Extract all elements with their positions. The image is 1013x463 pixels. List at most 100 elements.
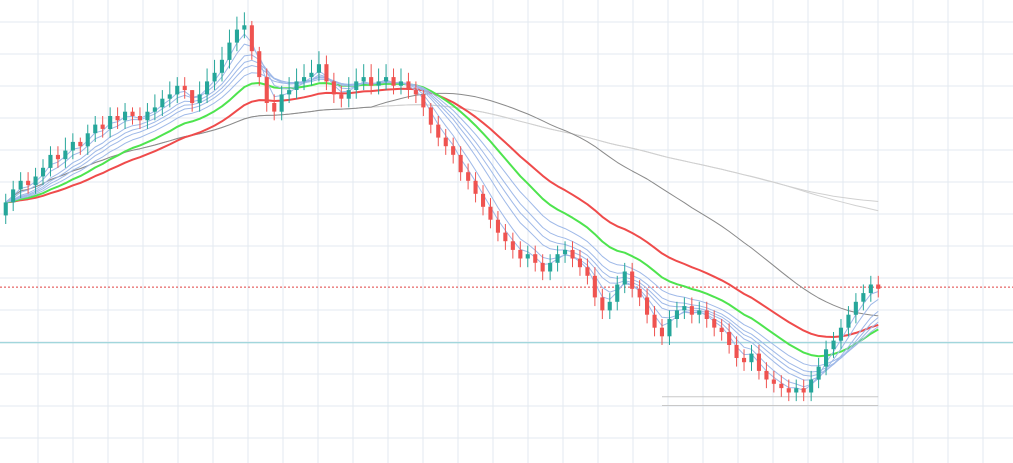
- candle-down: [428, 107, 433, 125]
- candle-up: [816, 366, 821, 380]
- candle-up: [809, 379, 814, 393]
- candle-down: [585, 267, 590, 276]
- candle-up: [794, 388, 799, 393]
- candles: [3, 12, 881, 402]
- candle-up: [63, 150, 68, 160]
- candle-down: [339, 94, 344, 99]
- candle-up: [279, 94, 284, 112]
- candle-up: [548, 262, 553, 272]
- candle-up: [227, 42, 232, 60]
- candle-down: [727, 332, 732, 345]
- candle-up: [667, 319, 672, 337]
- candle-up: [152, 107, 157, 112]
- candle-up: [294, 81, 299, 90]
- candle-down: [257, 51, 262, 78]
- candle-up: [18, 180, 23, 190]
- candle-down: [533, 254, 538, 263]
- candle-up: [838, 327, 843, 341]
- candle-down: [771, 379, 776, 384]
- candle-up: [384, 77, 389, 82]
- candle-down: [570, 249, 575, 259]
- candle-up: [674, 310, 679, 319]
- candle-up: [525, 254, 530, 259]
- candle-down: [391, 77, 396, 86]
- candle-down: [451, 146, 456, 155]
- ma-line-ribbon-12: [5, 65, 879, 373]
- moving-average-lines: [5, 33, 879, 391]
- candle-up: [376, 81, 381, 86]
- candle-up: [219, 59, 224, 73]
- candle-down: [190, 90, 195, 104]
- candle-up: [846, 314, 851, 328]
- candle-up: [93, 124, 98, 134]
- candle-down: [264, 77, 269, 103]
- candle-down: [659, 327, 664, 337]
- ma-line-ribbon-15: [5, 72, 879, 367]
- candle-down: [115, 116, 120, 121]
- candle-down: [577, 258, 582, 268]
- horizontal-levels: [0, 286, 1013, 406]
- candle-up: [868, 284, 873, 294]
- candle-down: [324, 64, 329, 82]
- candle-up: [615, 284, 620, 302]
- candle-down: [689, 306, 694, 315]
- candle-down: [466, 172, 471, 181]
- candle-up: [123, 111, 128, 121]
- candle-up: [309, 72, 314, 78]
- candle-up: [607, 301, 612, 311]
- candle-down: [369, 77, 374, 86]
- candle-up: [861, 293, 866, 302]
- candle-up: [853, 301, 858, 315]
- candle-down: [331, 81, 336, 95]
- ma-line-ema_green-20: [5, 82, 879, 358]
- candle-up: [160, 98, 165, 108]
- candle-up: [11, 189, 16, 203]
- candle-up: [175, 85, 180, 95]
- candle-up: [167, 94, 172, 99]
- candle-up: [33, 176, 38, 186]
- candle-down: [249, 25, 254, 52]
- candle-down: [26, 180, 31, 186]
- candle-down: [137, 116, 142, 121]
- candle-down: [719, 327, 724, 332]
- candle-up: [316, 64, 321, 73]
- candle-down: [510, 241, 515, 250]
- candle-up: [242, 25, 247, 30]
- candle-up: [41, 167, 46, 177]
- candle-down: [630, 271, 635, 289]
- candle-down: [876, 284, 881, 289]
- candle-up: [622, 271, 627, 285]
- candle-up: [682, 306, 687, 311]
- candle-up: [346, 90, 351, 99]
- candle-up: [3, 202, 8, 216]
- candle-up: [48, 154, 53, 168]
- candle-down: [130, 111, 135, 116]
- candle-up: [831, 340, 836, 350]
- candle-up: [398, 81, 403, 86]
- candle-up: [70, 141, 75, 151]
- candle-down: [436, 124, 441, 138]
- candle-down: [100, 124, 105, 129]
- candle-up: [85, 133, 90, 147]
- candle-up: [287, 90, 292, 95]
- candle-down: [413, 90, 418, 95]
- candle-down: [78, 141, 83, 147]
- candle-up: [145, 111, 150, 121]
- candle-down: [473, 180, 478, 194]
- candle-down: [592, 275, 597, 298]
- candle-down: [182, 85, 187, 91]
- candle-down: [481, 193, 486, 207]
- candle-down: [540, 262, 545, 272]
- candle-down: [652, 314, 657, 328]
- candle-up: [197, 94, 202, 103]
- candle-up: [234, 29, 239, 43]
- candle-down: [458, 154, 463, 173]
- candle-up: [212, 72, 217, 82]
- candle-down: [55, 154, 60, 160]
- candle-up: [697, 310, 702, 315]
- ma-line-ribbon-3: [5, 33, 879, 391]
- candle-down: [600, 297, 605, 311]
- candle-down: [503, 232, 508, 242]
- candle-down: [488, 206, 493, 220]
